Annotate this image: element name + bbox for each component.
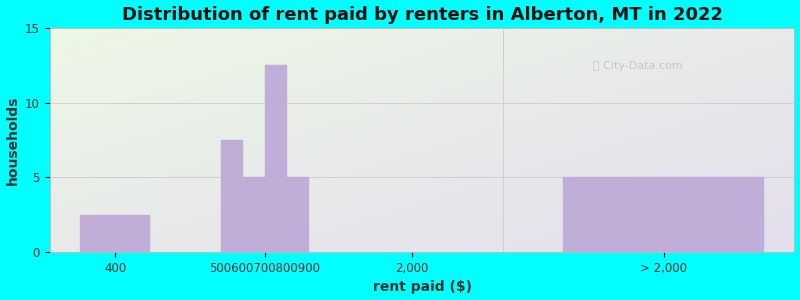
Bar <box>265 65 287 252</box>
Bar <box>563 177 764 252</box>
X-axis label: rent paid ($): rent paid ($) <box>373 280 471 294</box>
Bar <box>80 215 150 252</box>
Bar <box>243 177 265 252</box>
Bar <box>221 140 243 252</box>
Bar <box>287 177 310 252</box>
Text: 🔍 City-Data.com: 🔍 City-Data.com <box>594 61 683 71</box>
Y-axis label: households: households <box>6 95 19 185</box>
Title: Distribution of rent paid by renters in Alberton, MT in 2022: Distribution of rent paid by renters in … <box>122 6 722 24</box>
